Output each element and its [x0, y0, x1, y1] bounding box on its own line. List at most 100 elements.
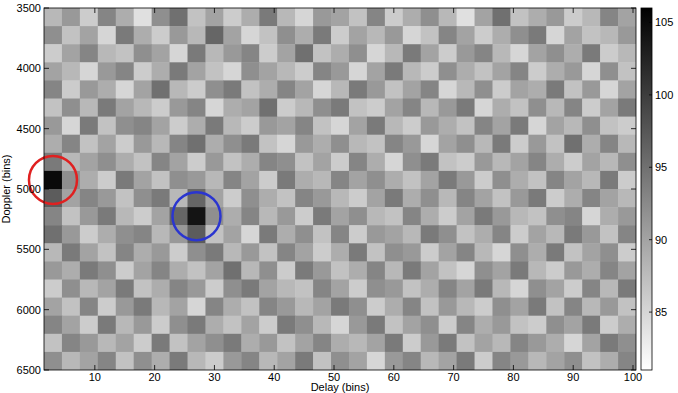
heatmap-cell — [277, 261, 295, 280]
heatmap-cell — [152, 99, 170, 118]
heatmap-cell — [528, 207, 546, 226]
heatmap-cell — [259, 117, 277, 136]
heatmap-cell — [44, 280, 62, 299]
heatmap-cell — [367, 80, 385, 99]
heatmap-cell — [277, 99, 295, 118]
heatmap-cell — [80, 171, 98, 190]
heatmap-cell — [421, 117, 439, 136]
heatmap-cell — [492, 225, 510, 244]
x-tick-label: 10 — [89, 371, 101, 383]
heatmap-cell — [510, 26, 528, 45]
heatmap-cell — [457, 280, 475, 299]
heatmap-cell — [510, 117, 528, 136]
heatmap-cell — [188, 117, 206, 136]
colorbar-tick-label: 85 — [655, 306, 667, 318]
heatmap-cell — [492, 80, 510, 99]
x-tick-label: 30 — [208, 371, 220, 383]
heatmap-cell — [457, 99, 475, 118]
heatmap-cell — [98, 117, 116, 136]
heatmap-cell — [582, 26, 600, 45]
heatmap-cell — [331, 62, 349, 81]
heatmap-cell — [385, 298, 403, 317]
heatmap-cell — [98, 189, 116, 208]
heatmap-cell — [528, 62, 546, 81]
heatmap-cell — [421, 44, 439, 63]
heatmap-cell — [313, 62, 331, 81]
heatmap-cell — [152, 62, 170, 81]
heatmap-cell — [277, 117, 295, 136]
heatmap-cell — [223, 26, 241, 45]
heatmap-cell — [98, 225, 116, 244]
heatmap-cell — [331, 44, 349, 63]
heatmap-cell — [223, 171, 241, 190]
heatmap-cell — [475, 298, 493, 317]
heatmap-cell — [528, 153, 546, 172]
heatmap-cell — [475, 243, 493, 262]
y-tick-label: 6000 — [17, 304, 41, 316]
y-tick — [44, 309, 49, 310]
y-tick — [631, 128, 636, 129]
heatmap-cell — [188, 261, 206, 280]
heatmap-cell — [170, 316, 188, 335]
heatmap-cell — [546, 80, 564, 99]
heatmap-cell — [600, 316, 618, 335]
heatmap-cell — [205, 99, 223, 118]
heatmap-cell — [331, 153, 349, 172]
y-tick — [44, 189, 49, 190]
heatmap-cell — [331, 352, 349, 370]
heatmap-cell — [152, 26, 170, 45]
heatmap-cell — [510, 153, 528, 172]
heatmap-cell — [44, 44, 62, 63]
heatmap-cell — [385, 135, 403, 154]
heatmap-cell — [510, 316, 528, 335]
heatmap-cell — [618, 298, 636, 317]
x-tick — [94, 365, 95, 370]
heatmap-cell — [98, 135, 116, 154]
heatmap-cell — [277, 352, 295, 370]
heatmap-cell — [205, 280, 223, 299]
heatmap-cell — [349, 207, 367, 226]
heatmap-cell — [62, 117, 80, 136]
heatmap-cell — [205, 261, 223, 280]
heatmap-cell — [170, 171, 188, 190]
heatmap-cell — [62, 261, 80, 280]
heatmap-cell — [116, 44, 134, 63]
heatmap-cell — [618, 243, 636, 262]
heatmap-cell — [259, 225, 277, 244]
heatmap-cell — [259, 171, 277, 190]
heatmap-cell — [349, 316, 367, 335]
heatmap-cell — [367, 261, 385, 280]
heatmap-cell — [546, 99, 564, 118]
heatmap-cell — [313, 171, 331, 190]
heatmap-cell — [223, 153, 241, 172]
heatmap-cell — [241, 8, 259, 27]
heatmap-cell — [475, 316, 493, 335]
heatmap-cell — [421, 135, 439, 154]
heatmap-cell — [439, 225, 457, 244]
heatmap-cell — [241, 80, 259, 99]
heatmap-cell — [349, 280, 367, 299]
heatmap-cell — [80, 153, 98, 172]
heatmap-cell — [80, 189, 98, 208]
y-tick-label: 6500 — [17, 364, 41, 376]
heatmap-cell — [188, 171, 206, 190]
x-tick-label: 20 — [149, 371, 161, 383]
heatmap-cell — [116, 153, 134, 172]
heatmap-cell — [80, 44, 98, 63]
heatmap-cell — [546, 189, 564, 208]
heatmap-cell — [618, 225, 636, 244]
heatmap-cell — [295, 135, 313, 154]
heatmap-cell — [241, 44, 259, 63]
heatmap-cell — [546, 26, 564, 45]
heatmap-cell — [492, 44, 510, 63]
y-tick — [631, 249, 636, 250]
heatmap-cell — [80, 80, 98, 99]
heatmap-cell — [582, 44, 600, 63]
heatmap-cell — [600, 207, 618, 226]
heatmap-cell — [134, 153, 152, 172]
heatmap-cell — [152, 135, 170, 154]
heatmap-cell — [152, 298, 170, 317]
heatmap-cell — [582, 153, 600, 172]
heatmap-cell — [475, 207, 493, 226]
heatmap-cell — [62, 243, 80, 262]
